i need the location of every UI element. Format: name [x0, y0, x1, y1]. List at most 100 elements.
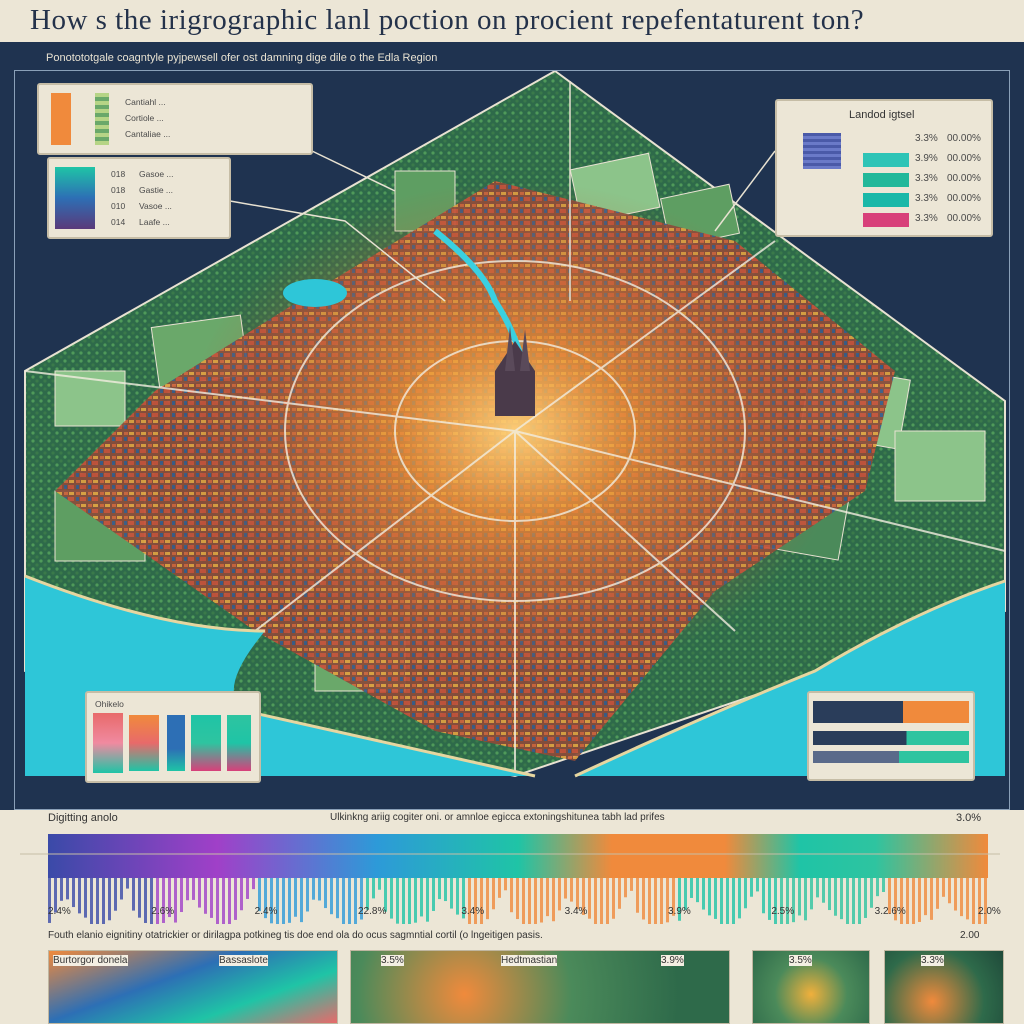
- scale-drip: [120, 878, 123, 900]
- scale-drip: [612, 878, 615, 919]
- scale-drip: [852, 878, 855, 924]
- scale-drip: [462, 878, 465, 919]
- scale-drip: [924, 878, 927, 916]
- scale-drip: [324, 878, 327, 909]
- legend-right: Landod igtsel 3.3% 00.00% 3.9% 00.00% 3.3% 00…: [775, 99, 993, 237]
- scale-drip: [492, 878, 495, 910]
- scale-drip: [54, 878, 57, 913]
- scale-drip: [474, 878, 477, 924]
- scale-label: Digitting anolo: [48, 812, 118, 824]
- scale-drip: [240, 878, 243, 911]
- scale-drip: [984, 878, 987, 924]
- scale-drip: [948, 878, 951, 904]
- scale-drip: [606, 878, 609, 924]
- scale-drip: [48, 878, 51, 923]
- legend-right-value-4: 00.00%: [947, 213, 981, 224]
- scale-drip: [954, 878, 957, 911]
- scale-drip: [828, 878, 831, 911]
- scale-drip: [156, 878, 159, 924]
- legend-right-value-3: 00.00%: [947, 193, 981, 204]
- panel-3-value: 3.9%: [661, 955, 684, 966]
- scale-tick-6: 3.9%: [668, 906, 691, 917]
- legend-right-value-0: 00.00%: [947, 133, 981, 144]
- scale-drip: [840, 878, 843, 920]
- scale-drip: [960, 878, 963, 917]
- scale-drip: [348, 878, 351, 924]
- scale-drip: [162, 878, 165, 923]
- scale-drip: [894, 878, 897, 921]
- scale-drip: [336, 878, 339, 919]
- panel-5-value: 3.3%: [921, 955, 944, 966]
- scale-tick-4: 3.4%: [461, 906, 485, 917]
- scale-drip: [594, 878, 597, 924]
- scale-drip: [636, 878, 639, 913]
- scale-drip: [216, 878, 219, 924]
- legend-label-1: Gasoe ...: [139, 169, 174, 179]
- scale-drip: [180, 878, 183, 913]
- legend-bottom-swatch-2: [167, 715, 185, 771]
- scale-drip: [210, 878, 213, 918]
- scale-drip: [102, 878, 105, 924]
- scale-drip: [966, 878, 969, 920]
- scale-drip: [270, 878, 273, 924]
- scale-drip: [294, 878, 297, 917]
- scale-drip: [168, 878, 171, 918]
- scale-drip: [228, 878, 231, 924]
- scale-drip: [498, 878, 501, 898]
- scale-drip: [78, 878, 81, 914]
- scale-drip: [798, 878, 801, 916]
- scale-drip: [444, 878, 447, 902]
- scale-drip: [642, 878, 645, 920]
- scale-drip: [366, 878, 369, 910]
- scale-drip: [654, 878, 657, 924]
- scale-drip: [846, 878, 849, 924]
- scale-drip: [774, 878, 777, 924]
- scale-drip: [906, 878, 909, 924]
- scale-drip: [756, 878, 759, 892]
- scale-drip: [264, 878, 267, 919]
- bottom-panel: Digitting anolo Ulkinkng ariig cogiter o…: [0, 810, 1024, 1024]
- scale-drip: [630, 878, 633, 891]
- page-subtitle: Ponotototgale coagntyle pyjpewsell ofer …: [46, 52, 438, 64]
- scale-drip: [150, 878, 153, 924]
- scale-drip: [732, 878, 735, 924]
- panel-1-label: Burtorgor donela: [53, 955, 128, 966]
- scale-drip: [564, 878, 567, 899]
- panel-2-label: Bassaslote: [219, 955, 268, 966]
- scale-drip: [666, 878, 669, 923]
- scale-tick-3: 22.8%: [358, 906, 387, 917]
- legend-label-4: Laafe ...: [139, 217, 170, 227]
- legend-label-3: Vasoe ...: [139, 201, 172, 211]
- scale-drip: [108, 878, 111, 921]
- panel-3-label: Hedtmastian: [501, 955, 558, 966]
- scale-drip: [456, 878, 459, 915]
- scale-drip: [480, 878, 483, 924]
- scale-drip: [582, 878, 585, 915]
- scale-tick-9: 2.0%: [978, 906, 1001, 917]
- scale-drip: [936, 878, 939, 909]
- scale-drip: [144, 878, 147, 923]
- legend-row-2: Cortiole ...: [125, 113, 164, 123]
- scale-drip: [468, 878, 471, 924]
- legend-swatch-green: [95, 93, 109, 145]
- scale-drip: [330, 878, 333, 915]
- bar-teal-2: [813, 751, 969, 763]
- legend-bottom-left: Ohikelo: [85, 691, 261, 783]
- scale-drip: [720, 878, 723, 924]
- note-value: 2.00: [960, 930, 980, 941]
- legend-value-3: 010: [111, 201, 126, 211]
- scale-drip: [318, 878, 321, 901]
- scale-drip: [834, 878, 837, 916]
- scale-drip: [690, 878, 693, 898]
- scale-drip: [786, 878, 789, 924]
- scale-drip: [306, 878, 309, 912]
- legend-bottom-title: Ohikelo: [95, 699, 124, 709]
- title-bar: How s the irigrographic lanl poction on …: [0, 0, 1024, 42]
- scale-tick-5: 3.4%: [564, 906, 588, 917]
- scale-drip: [534, 878, 537, 924]
- scale-drip: [258, 878, 261, 912]
- scale-drip: [186, 878, 189, 901]
- scale-drip: [96, 878, 99, 924]
- legend-right-swatch-2: [863, 173, 909, 187]
- scale-drip: [396, 878, 399, 924]
